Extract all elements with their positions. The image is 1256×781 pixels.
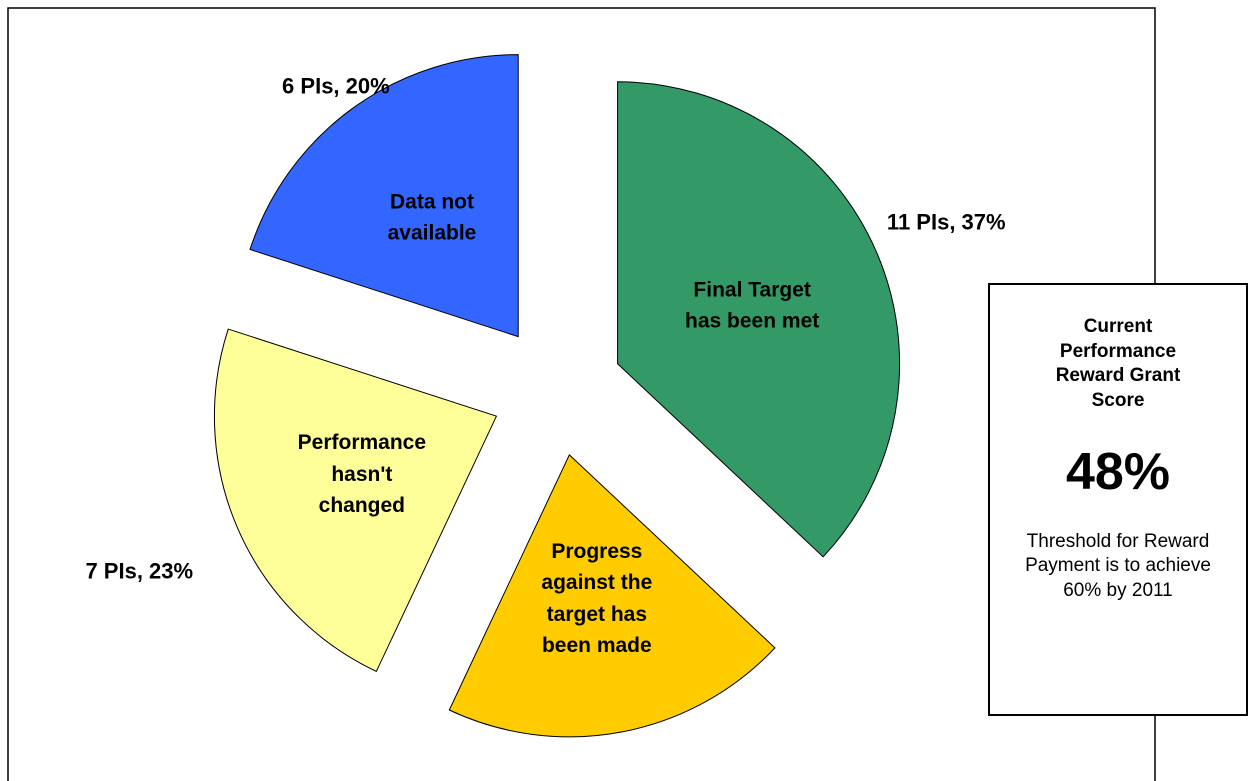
score-value: 48%	[1065, 442, 1171, 501]
score-title: Current Performance Reward Grant Score	[1055, 316, 1181, 412]
pie-slice	[249, 54, 519, 338]
score-note: Threshold for Reward Payment is to achie…	[1025, 530, 1211, 602]
pie-slice	[448, 453, 776, 738]
slice-label: Final Target has been met	[685, 278, 820, 333]
pie-slice	[617, 81, 901, 558]
slice-label: Progress against the target has been mad…	[541, 539, 653, 658]
slice-label: Data not available	[387, 190, 477, 245]
score-box: Current Performance Reward Grant Score 4…	[988, 283, 1248, 716]
slice-label: Performance hasn't changed	[297, 431, 427, 518]
data-label: 11 PIs, 37%	[886, 209, 1006, 235]
pie-slice	[214, 328, 498, 673]
data-label: 6 PIs, 20%	[282, 73, 390, 99]
data-label: 7 PIs, 23%	[85, 558, 194, 584]
